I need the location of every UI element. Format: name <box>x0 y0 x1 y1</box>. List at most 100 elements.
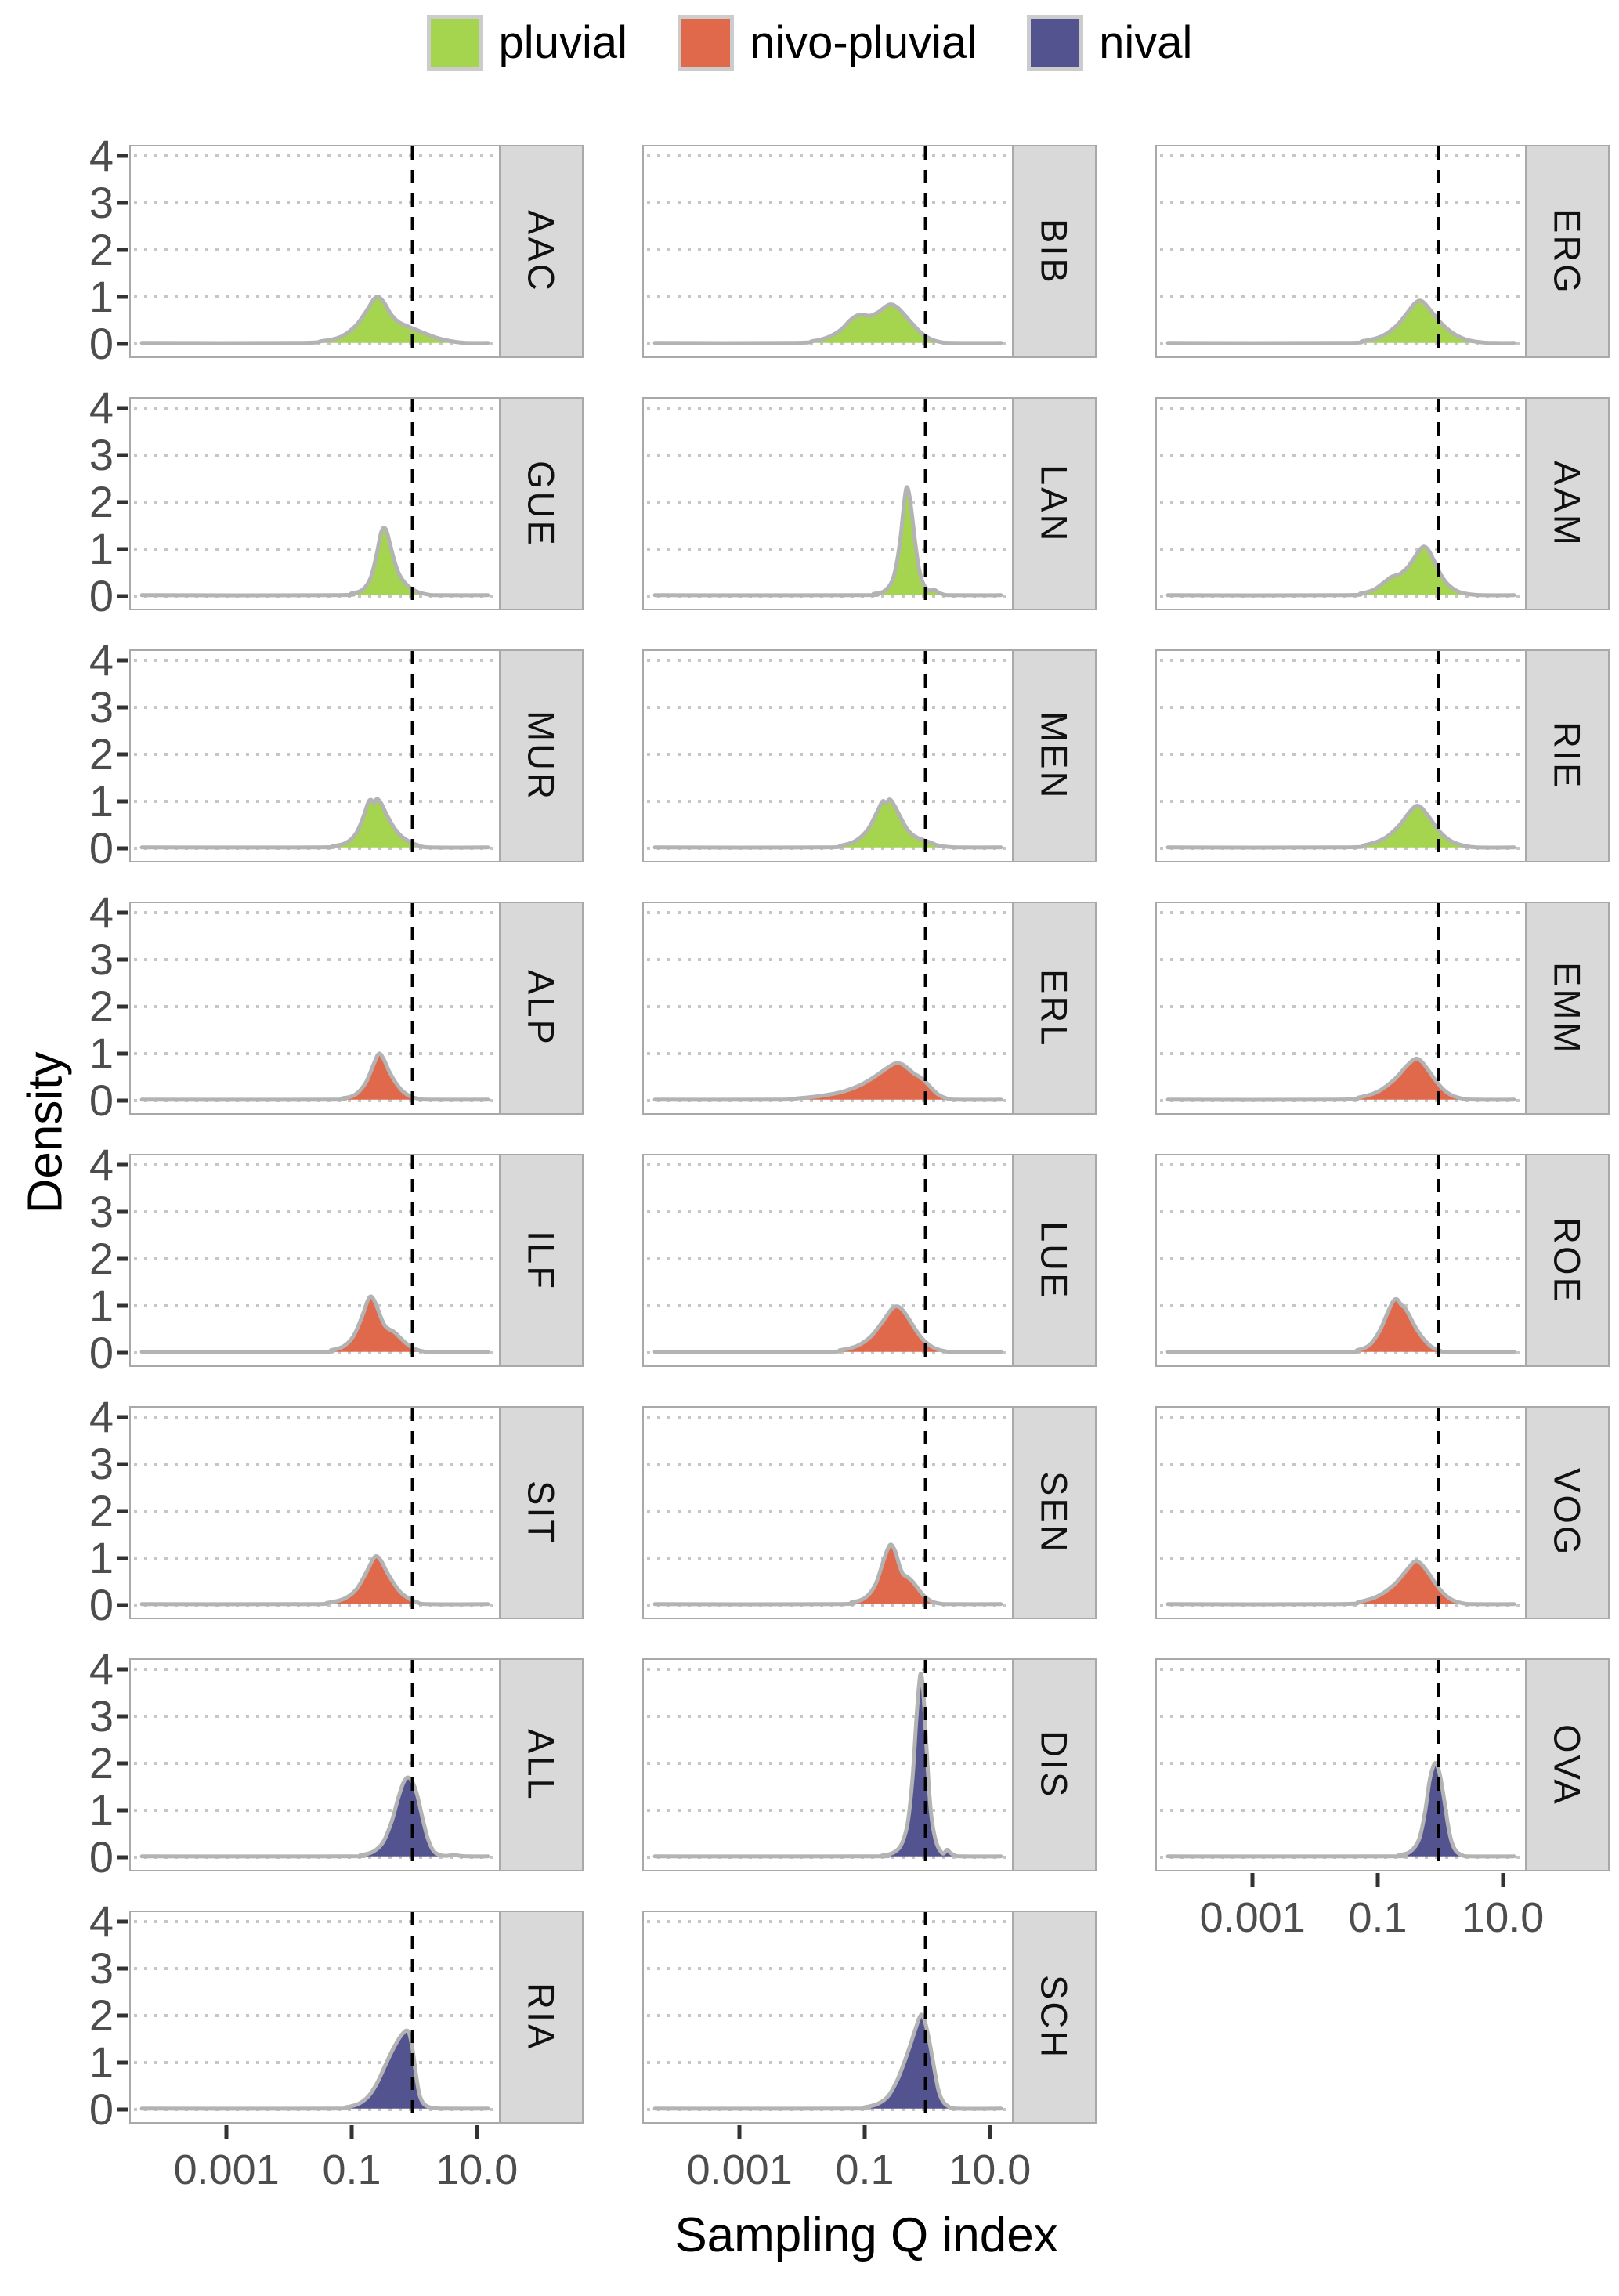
facet-strip-ERL: ERL <box>1014 902 1097 1115</box>
y-tick-mark <box>117 2107 128 2112</box>
facet-label: ALP <box>520 970 562 1047</box>
facet-panel-AAC: AAC <box>129 145 584 358</box>
legend-swatch-nival <box>1027 15 1084 71</box>
x-tick-label-0.1: 0.1 <box>835 2146 894 2193</box>
facet-label: DIS <box>1033 1730 1075 1799</box>
y-tick-label-1: 1 <box>89 524 114 573</box>
x-tick-label-10.0: 10.0 <box>949 2146 1032 2193</box>
density-plot-SIT <box>129 1406 501 1619</box>
x-tick-mark <box>475 2125 479 2139</box>
x-tick-mark <box>1501 1873 1505 1887</box>
density-plot-ERL <box>642 902 1014 1115</box>
y-tick-mark <box>117 1051 128 1056</box>
x-tick-label-10.0: 10.0 <box>435 2146 519 2193</box>
x-tick-mark <box>349 2125 354 2139</box>
facet-strip-RIE: RIE <box>1527 649 1610 862</box>
x-tick-mark <box>862 2125 867 2139</box>
facet-label: MEN <box>1033 711 1075 801</box>
y-tick-label-2: 2 <box>89 225 114 274</box>
facet-panel-GUE: GUE <box>129 397 584 610</box>
legend-item-pluvial: pluvial <box>426 15 627 71</box>
density-curve-DIS <box>652 1672 1003 1859</box>
facet-label: MUR <box>520 710 562 802</box>
density-curve-BIB <box>652 302 1003 345</box>
x-axis-title: Sampling Q index <box>674 2208 1058 2262</box>
y-tick-label-3: 3 <box>89 1187 114 1236</box>
facet-label: AAM <box>1546 460 1588 548</box>
x-tick-mark <box>1250 1873 1255 1887</box>
y-tick-label-0: 0 <box>89 571 114 620</box>
density-plot-ILF <box>129 1154 501 1367</box>
y-tick-label-0: 0 <box>89 1328 114 1377</box>
density-plot-AAM <box>1155 397 1527 610</box>
density-plot-VOG <box>1155 1406 1527 1619</box>
facet-panel-DIS: DIS <box>642 1658 1097 1871</box>
y-tick-mark <box>117 705 128 710</box>
y-tick-mark <box>117 1004 128 1009</box>
facet-strip-DIS: DIS <box>1014 1658 1097 1871</box>
facet-label: ALL <box>520 1728 562 1802</box>
y-tick-label-2: 2 <box>89 982 114 1031</box>
y-tick-mark <box>117 594 128 598</box>
facet-panel-MUR: MUR <box>129 649 584 862</box>
density-plot-ALL <box>129 1658 501 1871</box>
y-tick-mark <box>117 1098 128 1103</box>
facet-label: GUE <box>520 460 562 548</box>
y-tick-label-1: 1 <box>89 1281 114 1330</box>
facet-panel-BIB: BIB <box>642 145 1097 358</box>
y-tick-mark <box>117 1415 128 1419</box>
density-plot-EMM <box>1155 902 1527 1115</box>
y-tick-mark <box>117 406 128 410</box>
y-tick-mark <box>117 1714 128 1719</box>
y-tick-mark <box>117 2013 128 2018</box>
facet-strip-MUR: MUR <box>501 649 584 862</box>
y-tick-label-3: 3 <box>89 1691 114 1741</box>
y-tick-mark <box>117 500 128 504</box>
y-tick-mark <box>117 752 128 757</box>
density-curve-LUE <box>652 1304 1003 1354</box>
facet-panel-ALL: ALL <box>129 1658 584 1871</box>
density-plot-BIB <box>642 145 1014 358</box>
y-tick-mark <box>117 910 128 915</box>
density-curve-ILF <box>139 1294 490 1354</box>
y-tick-label-0: 0 <box>89 1580 114 1629</box>
density-curve-AAC <box>139 295 490 345</box>
y-tick-label-2: 2 <box>89 729 114 779</box>
legend-swatch-nivo-pluvial <box>677 15 734 71</box>
facet-strip-LAN: LAN <box>1014 397 1097 610</box>
y-tick-label-3: 3 <box>89 682 114 732</box>
y-tick-label-4: 4 <box>89 1392 114 1441</box>
density-curve-GUE <box>139 526 490 598</box>
y-tick-mark <box>117 1162 128 1167</box>
density-plot-SCH <box>642 1911 1014 2124</box>
density-curve-VOG <box>1165 1559 1516 1607</box>
y-tick-mark <box>117 1462 128 1466</box>
facet-label: BIB <box>1033 218 1075 285</box>
y-tick-label-3: 3 <box>89 1943 114 1993</box>
y-tick-mark <box>117 1209 128 1214</box>
density-plot-SEN <box>642 1406 1014 1619</box>
facet-strip-ROE: ROE <box>1527 1154 1610 1367</box>
facet-panel-ROE: ROE <box>1155 1154 1610 1367</box>
facet-panel-RIA: RIA <box>129 1911 584 2124</box>
facet-label: AAC <box>520 210 562 293</box>
legend-label-pluvial: pluvial <box>498 17 627 68</box>
density-curve-SIT <box>139 1554 490 1607</box>
y-tick-label-1: 1 <box>89 1029 114 1078</box>
x-tick-mark <box>737 2125 742 2139</box>
y-tick-label-2: 2 <box>89 1990 114 2040</box>
y-tick-mark <box>117 2060 128 2065</box>
facet-panel-RIE: RIE <box>1155 649 1610 862</box>
density-plot-LUE <box>642 1154 1014 1367</box>
facet-strip-AAC: AAC <box>501 145 584 358</box>
y-tick-mark <box>117 248 128 252</box>
facet-strip-GUE: GUE <box>501 397 584 610</box>
y-tick-mark <box>117 1256 128 1261</box>
facet-strip-MEN: MEN <box>1014 649 1097 862</box>
facet-strip-OVA: OVA <box>1527 1658 1610 1871</box>
y-tick-mark <box>117 846 128 851</box>
facet-panel-SEN: SEN <box>642 1406 1097 1619</box>
density-plot-LAN <box>642 397 1014 610</box>
facet-panel-VOG: VOG <box>1155 1406 1610 1619</box>
y-tick-mark <box>117 1667 128 1672</box>
